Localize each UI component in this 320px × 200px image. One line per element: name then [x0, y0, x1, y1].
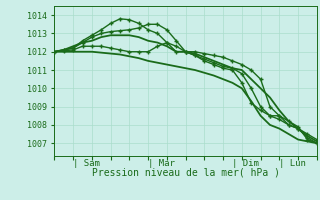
X-axis label: Pression niveau de la mer( hPa ): Pression niveau de la mer( hPa ) — [92, 168, 280, 178]
Text: | Sam: | Sam — [73, 159, 100, 168]
Text: | Mar: | Mar — [148, 159, 175, 168]
Text: | Dim: | Dim — [232, 159, 259, 168]
Text: | Lun: | Lun — [279, 159, 306, 168]
